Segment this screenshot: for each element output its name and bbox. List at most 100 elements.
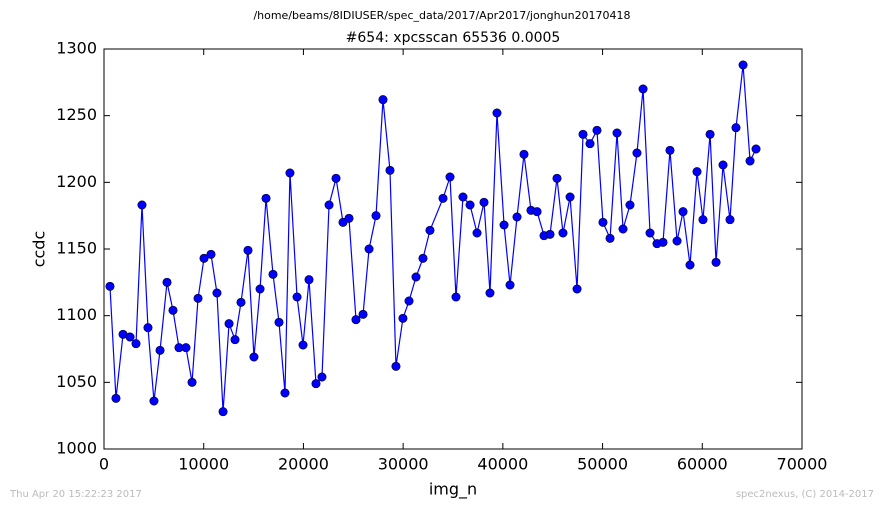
data-point <box>451 292 461 302</box>
data-point <box>304 275 314 285</box>
data-point <box>236 297 246 307</box>
data-point <box>465 200 475 210</box>
data-point <box>425 225 435 235</box>
data-point <box>731 123 741 133</box>
data-point <box>665 145 675 155</box>
data-point <box>331 173 341 183</box>
data-point <box>745 156 755 166</box>
data-point <box>385 165 395 175</box>
x-tick-label: 30000 <box>378 455 429 474</box>
footer-left: Thu Apr 20 15:22:23 2017 <box>9 489 142 500</box>
data-point <box>351 315 361 325</box>
data-point <box>585 139 595 149</box>
data-point <box>479 197 489 207</box>
data-point <box>187 377 197 387</box>
data-point <box>705 129 715 139</box>
data-point <box>458 192 468 202</box>
data-point <box>230 335 240 345</box>
data-point <box>472 228 482 238</box>
data-point <box>492 108 502 118</box>
data-point <box>519 149 529 159</box>
y-tick-label: 1100 <box>56 305 97 324</box>
data-point <box>725 215 735 225</box>
data-point <box>255 284 265 294</box>
data-point <box>618 224 628 234</box>
data-point <box>578 129 588 139</box>
data-point <box>280 388 290 398</box>
data-point <box>411 272 421 282</box>
data-point <box>638 84 648 94</box>
data-point <box>711 257 721 267</box>
data-point <box>224 319 234 329</box>
data-point <box>105 281 115 291</box>
x-tick-label: 40000 <box>477 455 528 474</box>
data-point <box>199 253 209 263</box>
data-point <box>298 340 308 350</box>
x-tick-label: 0 <box>99 455 109 474</box>
data-line <box>109 64 757 412</box>
data-point <box>605 233 615 243</box>
data-point <box>149 396 159 406</box>
data-point <box>111 393 121 403</box>
y-tick-label: 1200 <box>56 172 97 191</box>
data-point <box>592 125 602 135</box>
data-point <box>625 200 635 210</box>
x-tick-label: 70000 <box>777 455 828 474</box>
data-point <box>181 343 191 353</box>
y-tick-label: 1250 <box>56 105 97 124</box>
data-point <box>125 332 135 342</box>
data-point <box>344 213 354 223</box>
data-point <box>391 361 401 371</box>
x-tick-label: 10000 <box>178 455 229 474</box>
chart-subtitle: #654: xpcsscan 65536 0.0005 <box>346 30 561 46</box>
data-point <box>645 228 655 238</box>
data-point <box>193 293 203 303</box>
data-point <box>317 372 327 382</box>
data-point <box>206 249 216 259</box>
data-point <box>137 200 147 210</box>
data-point <box>168 305 178 315</box>
x-axis-label: img_n <box>429 480 477 500</box>
data-point <box>558 228 568 238</box>
data-point <box>261 193 271 203</box>
data-point <box>565 192 575 202</box>
data-point <box>598 217 608 227</box>
data-point <box>292 292 302 302</box>
y-tick-label: 1150 <box>56 239 97 258</box>
data-point <box>438 193 448 203</box>
y-tick-label: 1300 <box>56 39 97 58</box>
data-point <box>532 207 542 217</box>
data-point <box>572 284 582 294</box>
data-point <box>751 144 761 154</box>
data-point <box>131 339 141 349</box>
data-point <box>243 245 253 255</box>
data-point <box>552 173 562 183</box>
data-point <box>285 168 295 178</box>
data-point <box>364 244 374 254</box>
data-point <box>512 212 522 222</box>
data-point <box>378 95 388 105</box>
footer-right: spec2nexus, (C) 2014-2017 <box>736 489 874 500</box>
data-point <box>212 288 222 298</box>
data-point <box>698 215 708 225</box>
data-point <box>658 237 668 247</box>
data-point <box>505 280 515 290</box>
y-axis-label: ccdc <box>30 231 49 268</box>
data-point <box>358 309 368 319</box>
data-point <box>685 260 695 270</box>
data-point <box>324 200 334 210</box>
data-point <box>545 229 555 239</box>
data-point <box>678 207 688 217</box>
y-tick-label: 1000 <box>56 439 97 458</box>
data-point <box>612 128 622 138</box>
data-point <box>249 352 259 362</box>
data-point <box>218 407 228 417</box>
data-point <box>418 253 428 263</box>
data-point <box>738 60 748 70</box>
data-point <box>162 277 172 287</box>
data-point <box>274 317 284 327</box>
data-point <box>485 288 495 298</box>
x-tick-label: 50000 <box>577 455 628 474</box>
data-point <box>692 167 702 177</box>
